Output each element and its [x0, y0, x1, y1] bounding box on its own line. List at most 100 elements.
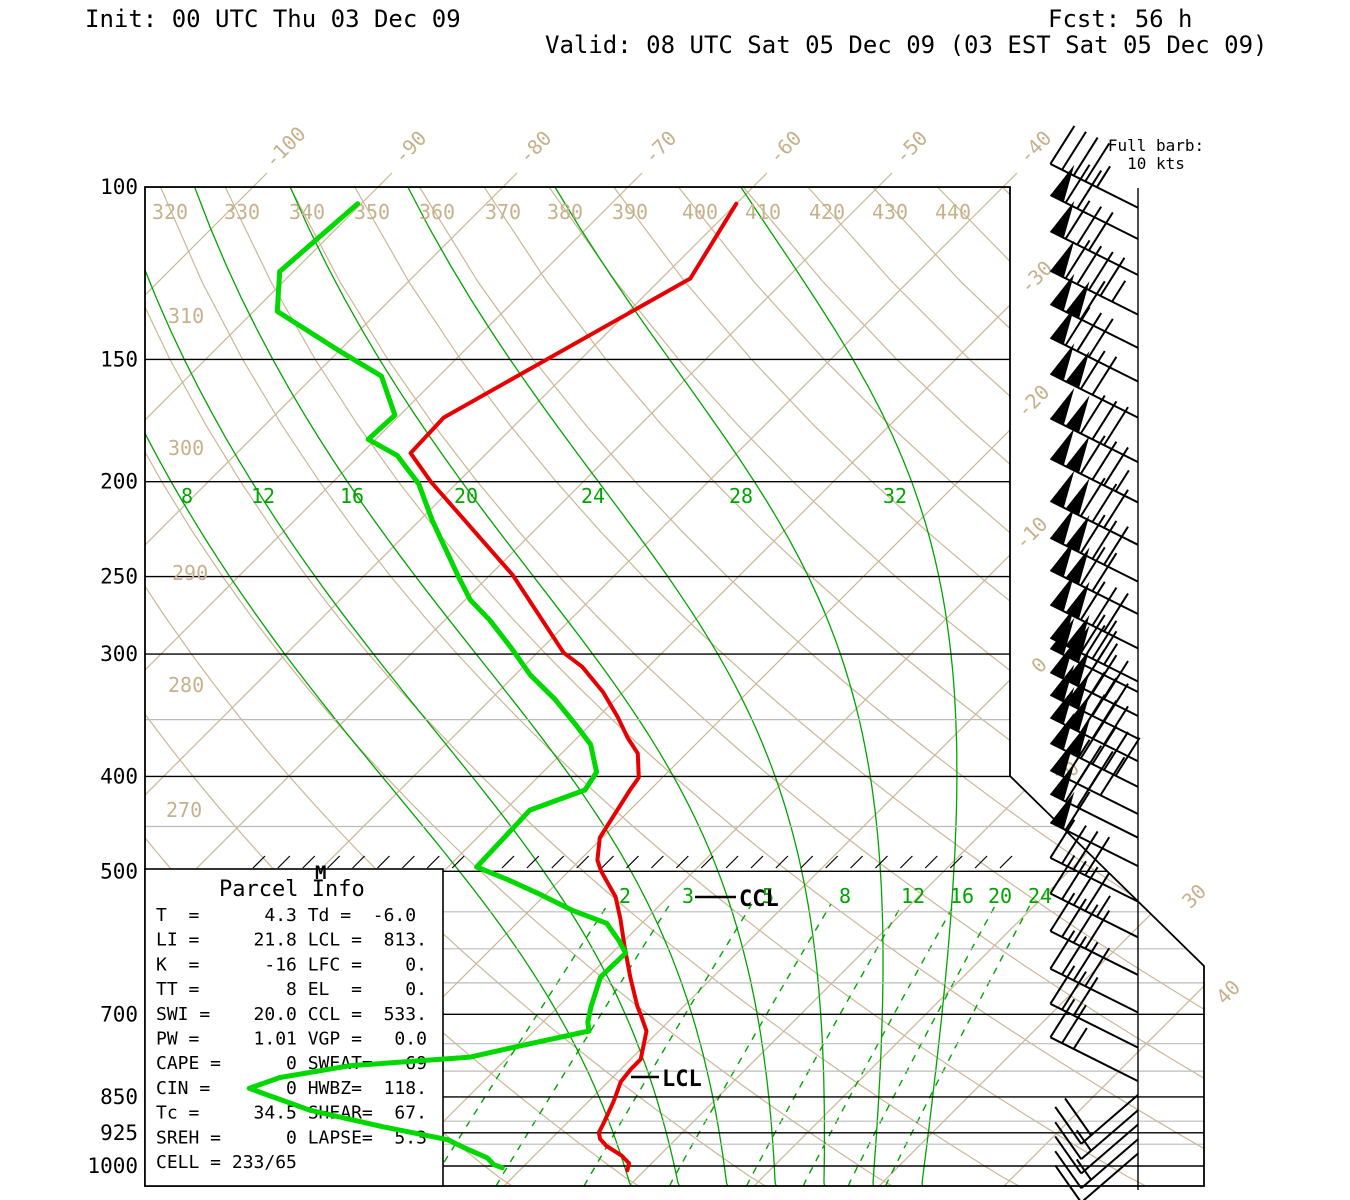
pressure-tick-label: 100: [100, 175, 138, 199]
wind-barb-feather: [1079, 514, 1106, 554]
isotherm-line: [1003, 187, 1204, 1186]
mixing-ratio-line: [802, 903, 956, 1186]
mixing-ratio-line: [583, 903, 753, 1186]
wind-barb-half-feather: [1096, 165, 1111, 188]
hatch-tick: [700, 855, 714, 869]
wind-barb-staff: [1049, 372, 1139, 419]
wind-barb: [1049, 507, 1139, 583]
wind-barb-staff: [1049, 603, 1139, 650]
barb-legend-line1: Full barb:: [1108, 136, 1204, 155]
parcel-info-row: Tc = 34.5 SHEAR= 67.: [156, 1103, 427, 1124]
wind-barb-feather: [1079, 350, 1106, 390]
wind-barb: [1049, 273, 1139, 349]
wind-barb: [1054, 1123, 1139, 1175]
wind-barb: [1049, 739, 1139, 815]
wind-barb-pennant: [1050, 574, 1075, 612]
pressure-axis-labels: 100 150 200 250 300 400 500 700 850 925 1000: [87, 175, 138, 1178]
wind-barb: [1054, 1138, 1139, 1189]
dry-adiabat-line: [145, 187, 893, 1186]
wind-barb-feather: [1079, 719, 1106, 759]
isotherm-stub: [752, 172, 768, 188]
mixing-ratio-label: 2: [619, 884, 631, 908]
wind-barb-pennant: [1065, 514, 1090, 553]
wind-barb-feather: [1084, 836, 1111, 876]
hatch-tick: [277, 855, 291, 869]
mixing-ratio-label: 5: [762, 884, 774, 908]
wind-barb-feather: [1049, 965, 1076, 1005]
wind-barb: [1049, 539, 1139, 615]
wind-barb-feather: [1099, 756, 1126, 796]
isotherm-stub: [252, 172, 268, 188]
wind-barb-feather: [1079, 280, 1106, 320]
wind-barb-feather: [1084, 910, 1111, 950]
wind-barb-feather: [1049, 892, 1076, 932]
wind-barb-pennant: [1050, 200, 1075, 238]
isotherm-line: [145, 187, 504, 1186]
wind-barb-feather: [1054, 1121, 1083, 1160]
header-valid: Valid: 08 UTC Sat 05 Dec 09 (03 EST Sat …: [545, 31, 1267, 59]
isotherm-stub: [877, 172, 893, 188]
dry-adiabat-label-top: 370: [485, 200, 521, 224]
wind-barb-pennant: [1065, 547, 1090, 585]
dry-adiabat-line: [936, 187, 1204, 1186]
wind-barb-pennant: [1050, 387, 1075, 426]
wind-barb-staff: [1080, 1109, 1139, 1160]
isotherm-label-right: -10: [1010, 512, 1053, 555]
mixing-ratio-line: [885, 903, 1032, 1186]
wind-barb: [1049, 428, 1139, 504]
wind-barb-feather: [1064, 306, 1091, 346]
isotherm-line: [145, 187, 629, 1186]
wind-barb-pennant: [1050, 343, 1075, 381]
wind-barb-pennant: [1050, 307, 1075, 345]
hatch-tick: [750, 855, 764, 869]
wind-barb-pennant: [1065, 478, 1090, 516]
wind-barb-staff: [1049, 336, 1139, 383]
isotherm-label-right: 0: [1026, 652, 1051, 677]
hatch-tick: [377, 855, 390, 869]
wind-barb-feather: [1061, 935, 1087, 976]
pressure-tick-label: 300: [100, 642, 138, 666]
wind-barb-half-feather: [1103, 643, 1119, 666]
wind-barb-feather: [1072, 941, 1099, 981]
wind-barb-staff: [1049, 930, 1139, 976]
wind-barb-feather: [1061, 898, 1087, 938]
wind-barb-staff: [1049, 1036, 1139, 1082]
wind-barb: [1049, 574, 1139, 650]
pressure-tick-label: 150: [100, 347, 138, 371]
wind-barb-feather: [1079, 581, 1106, 621]
level-markers: M CCL LCL: [315, 862, 779, 1092]
wind-barb-feather: [1064, 164, 1091, 204]
isotherm-line: [878, 187, 1204, 1186]
wind-barb: [1049, 762, 1139, 839]
wind-barb-feather: [1091, 400, 1118, 440]
pressure-tick-label: 1000: [87, 1154, 138, 1178]
isotherm-line: [503, 187, 1204, 1186]
wind-barb: [1049, 343, 1139, 419]
parcel-info-title: Parcel Info: [219, 877, 365, 902]
wind-barb-staff: [1049, 792, 1139, 839]
wind-barb-staff: [1049, 163, 1139, 209]
wind-barb-staff: [1049, 230, 1139, 276]
wind-barb-feather: [1049, 930, 1076, 970]
mixing-ratio-label: 3: [682, 884, 694, 908]
wind-barb: [1049, 239, 1139, 316]
hatch-tick: [775, 855, 789, 869]
parcel-info-row: TT = 8 EL = 0.: [156, 979, 427, 1000]
isotherm-line: [628, 187, 1204, 1186]
wind-barb-feather: [1091, 441, 1118, 481]
wind-barb-pennant: [1050, 507, 1075, 545]
wind-barb-pennant: [1065, 581, 1090, 619]
500mb-hatch-marks: [252, 855, 1013, 869]
wind-barb-feather: [1076, 245, 1103, 285]
wind-barb-pennant: [1050, 607, 1075, 645]
hatch-tick: [725, 855, 739, 869]
wind-barb-feather: [1084, 947, 1111, 987]
wind-barb-feather: [1103, 526, 1129, 566]
hatch-tick: [426, 855, 440, 869]
dry-adiabat-line: [224, 187, 1204, 1186]
hatch-tick: [451, 855, 465, 869]
dry-adiabat-label-top: 440: [935, 200, 971, 224]
dry-adiabat-label-top: 360: [419, 200, 455, 224]
wind-barb-feather: [1064, 239, 1091, 279]
